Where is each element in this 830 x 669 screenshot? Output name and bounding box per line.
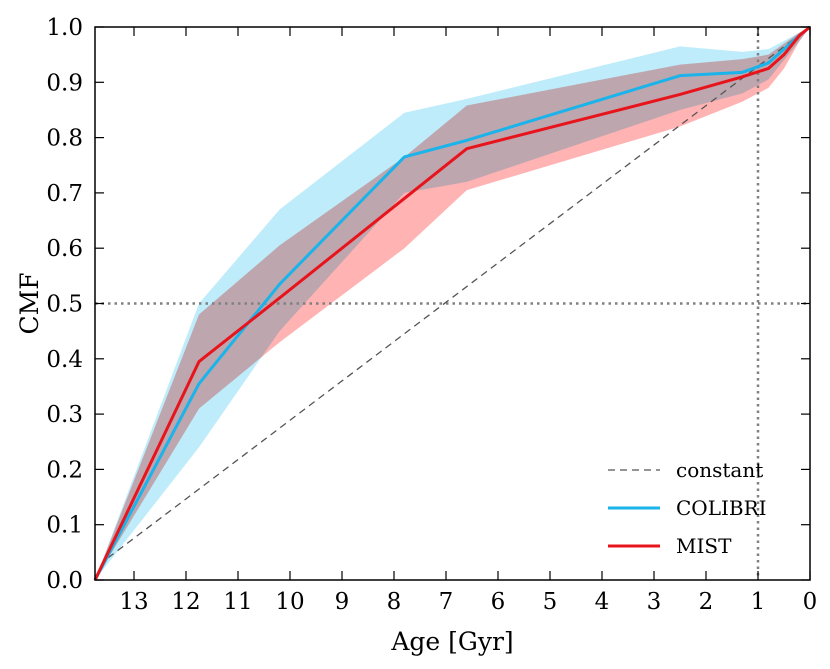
y-tick-label: 0.9 bbox=[46, 70, 83, 96]
x-tick-label: 5 bbox=[543, 589, 558, 615]
y-tick-label: 0.3 bbox=[46, 402, 83, 428]
y-tick-label: 0.1 bbox=[46, 513, 83, 539]
y-tick-label: 0.8 bbox=[46, 126, 83, 152]
x-tick-label: 7 bbox=[439, 589, 454, 615]
x-tick-label: 8 bbox=[387, 589, 402, 615]
axis-ticks bbox=[95, 26, 811, 581]
x-axis-label: Age [Gyr] bbox=[390, 627, 513, 656]
x-tick-label: 11 bbox=[223, 589, 252, 615]
x-tick-label: 4 bbox=[595, 589, 610, 615]
y-tick-label: 0.4 bbox=[46, 347, 83, 373]
x-tick-label: 6 bbox=[491, 589, 506, 615]
x-tick-label: 2 bbox=[699, 589, 714, 615]
x-tick-label: 1 bbox=[751, 589, 766, 615]
y-tick-label: 0.5 bbox=[46, 292, 83, 318]
tick-labels: 13 12 11 10 9 8 7 6 5 4 3 2 1 00.00.10.20.30.40.50.60… bbox=[46, 15, 817, 615]
x-tick-label: 3 bbox=[647, 589, 662, 615]
x-tick-label: 12 bbox=[171, 589, 200, 615]
y-tick-label: 0.7 bbox=[46, 181, 83, 207]
x-tick-label: 10 bbox=[275, 589, 304, 615]
reference-lines bbox=[95, 27, 810, 580]
y-tick-label: 0.0 bbox=[46, 568, 83, 594]
legend: constant COLIBRI MIST bbox=[608, 458, 767, 558]
mist-line bbox=[93, 25, 811, 581]
y-tick-label: 0.6 bbox=[46, 236, 83, 262]
x-tick-label: 13 bbox=[119, 589, 148, 615]
legend-label-colibri: COLIBRI bbox=[676, 496, 767, 520]
series-lines bbox=[93, 25, 811, 581]
constant-line bbox=[107, 26, 811, 559]
y-axis-label: CMF bbox=[15, 272, 44, 334]
y-tick-label: 1.0 bbox=[46, 15, 83, 41]
x-tick-label: 0 bbox=[803, 589, 818, 615]
x-tick-label: 9 bbox=[335, 589, 350, 615]
y-tick-label: 0.2 bbox=[46, 457, 83, 483]
legend-label-mist: MIST bbox=[676, 534, 732, 558]
legend-label-constant: constant bbox=[676, 458, 763, 482]
